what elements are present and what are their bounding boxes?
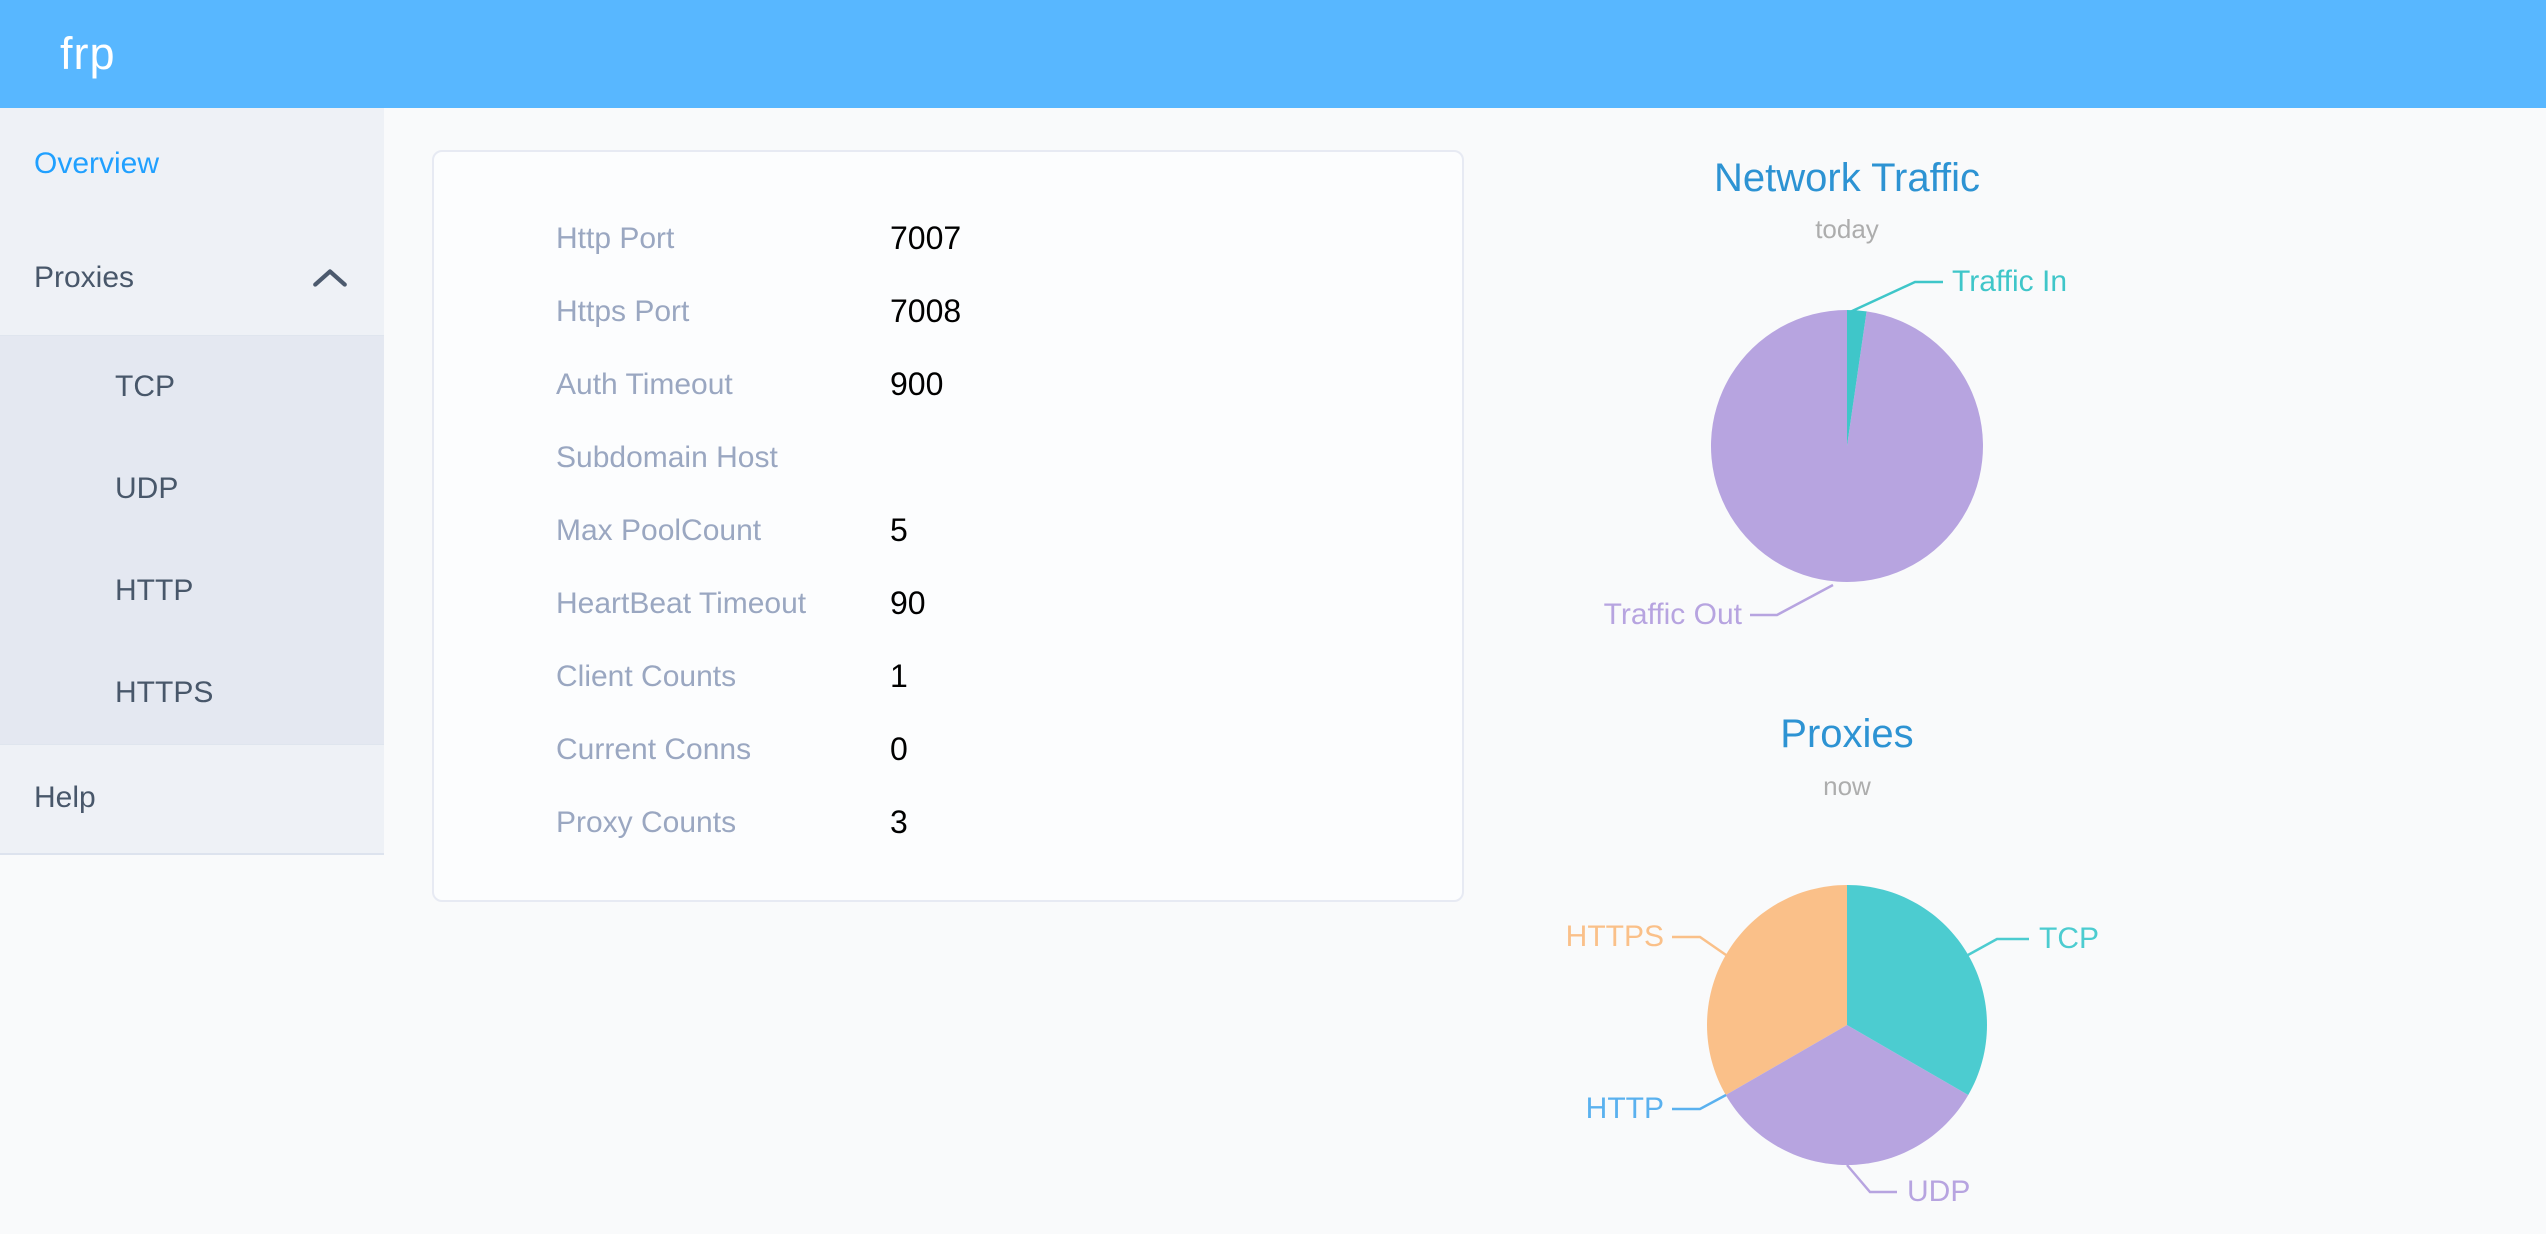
config-row-max-poolcount: Max PoolCount 5	[434, 494, 1462, 567]
sidebar-item-label: HTTPS	[115, 676, 214, 709]
pie-label-traffic-in: Traffic In	[1952, 265, 2068, 298]
pie-slice-https[interactable]	[1707, 885, 1847, 1095]
sidebar-item-tcp[interactable]: TCP	[0, 336, 384, 438]
config-value: 3	[890, 804, 908, 840]
config-row-http-port: Http Port 7007	[434, 202, 1462, 275]
traffic-in-leader-line	[1849, 280, 1943, 314]
server-config-card: Http Port 7007 Https Port 7008 Auth Time…	[432, 150, 1464, 902]
udp-leader-line	[1846, 1164, 1897, 1194]
network-traffic-chart: Network Traffic today Traffic In Traffic…	[1557, 130, 2137, 690]
pie-slice-tcp[interactable]	[1847, 885, 1987, 1095]
config-row-proxy-counts: Proxy Counts 3	[434, 786, 1462, 859]
http-leader-line	[1672, 1093, 1727, 1111]
config-label: Https Port	[556, 294, 690, 328]
tcp-leader-line	[1967, 937, 2029, 957]
proxies-chart: Proxies now TCP UDP HTTP HTTPS	[1557, 700, 2137, 1234]
pie-label-traffic-out: Traffic Out	[1603, 598, 1742, 631]
sidebar-item-label: Proxies	[34, 260, 135, 294]
config-row-current-conns: Current Conns 0	[434, 713, 1462, 786]
chart-title: Network Traffic	[1714, 156, 1980, 200]
chart-subtitle: now	[1823, 771, 1871, 801]
pie-slice-traffic-in[interactable]	[1847, 310, 1867, 446]
pie-label-http: HTTP	[1585, 1092, 1664, 1125]
traffic-out-leader-line	[1750, 583, 1834, 617]
network-traffic-pie[interactable]	[1557, 130, 2137, 690]
config-value: 900	[890, 366, 944, 402]
config-label: HeartBeat Timeout	[556, 586, 807, 620]
pie-slice-traffic-out[interactable]	[1710, 310, 1983, 582]
config-label: Http Port	[556, 221, 675, 255]
sidebar-item-help[interactable]: Help	[0, 745, 384, 851]
config-label: Max PoolCount	[556, 513, 762, 547]
sidebar-item-http[interactable]: HTTP	[0, 540, 384, 642]
https-leader-line	[1672, 935, 1727, 957]
sidebar-item-https[interactable]: HTTPS	[0, 642, 384, 744]
server-config-list: Http Port 7007 Https Port 7008 Auth Time…	[434, 152, 1462, 859]
chart-subtitle: today	[1815, 214, 1879, 244]
sidebar-item-label: HTTP	[115, 574, 194, 607]
config-value: 0	[890, 731, 908, 767]
config-label: Proxy Counts	[556, 805, 737, 839]
config-value: 1	[890, 658, 908, 694]
config-value: 5	[890, 512, 908, 548]
pie-label-udp: UDP	[1907, 1175, 1971, 1208]
config-value: 7007	[890, 220, 962, 256]
config-row-auth-timeout: Auth Timeout 900	[434, 348, 1462, 421]
sidebar-item-label: Overview	[34, 147, 160, 180]
sidebar-item-label: TCP	[115, 370, 175, 403]
config-value: 7008	[890, 293, 962, 329]
config-row-https-port: Https Port 7008	[434, 275, 1462, 348]
sidebar-item-udp[interactable]: UDP	[0, 438, 384, 540]
proxies-pie[interactable]	[1557, 700, 2137, 1234]
config-value: 90	[890, 585, 926, 621]
sidebar-submenu-proxies: TCP UDP HTTP HTTPS	[0, 335, 384, 745]
config-row-client-counts: Client Counts 1	[434, 640, 1462, 713]
config-row-subdomain-host: Subdomain Host	[434, 421, 1462, 494]
pie-label-https: HTTPS	[1565, 920, 1664, 953]
sidebar-item-proxies[interactable]: Proxies	[0, 220, 384, 335]
chevron-up-icon	[313, 268, 347, 287]
sidebar-item-label: UDP	[115, 472, 179, 505]
header: frp	[0, 0, 2546, 108]
config-label: Client Counts	[556, 659, 737, 693]
sidebar-nav: Overview Proxies TCP UDP HTTP HTTPS Help	[0, 108, 384, 855]
config-label: Current Conns	[556, 732, 752, 766]
config-row-heartbeat-timeout: HeartBeat Timeout 90	[434, 567, 1462, 640]
app-logo: frp	[60, 28, 116, 79]
config-label: Auth Timeout	[556, 367, 733, 401]
config-label: Subdomain Host	[556, 440, 778, 474]
chart-title: Proxies	[1780, 712, 1914, 756]
pie-slice-udp[interactable]	[1725, 1025, 1969, 1165]
sidebar-item-label: Help	[34, 781, 96, 814]
pie-label-tcp: TCP	[2039, 922, 2099, 955]
sidebar-item-overview[interactable]: Overview	[0, 108, 384, 220]
